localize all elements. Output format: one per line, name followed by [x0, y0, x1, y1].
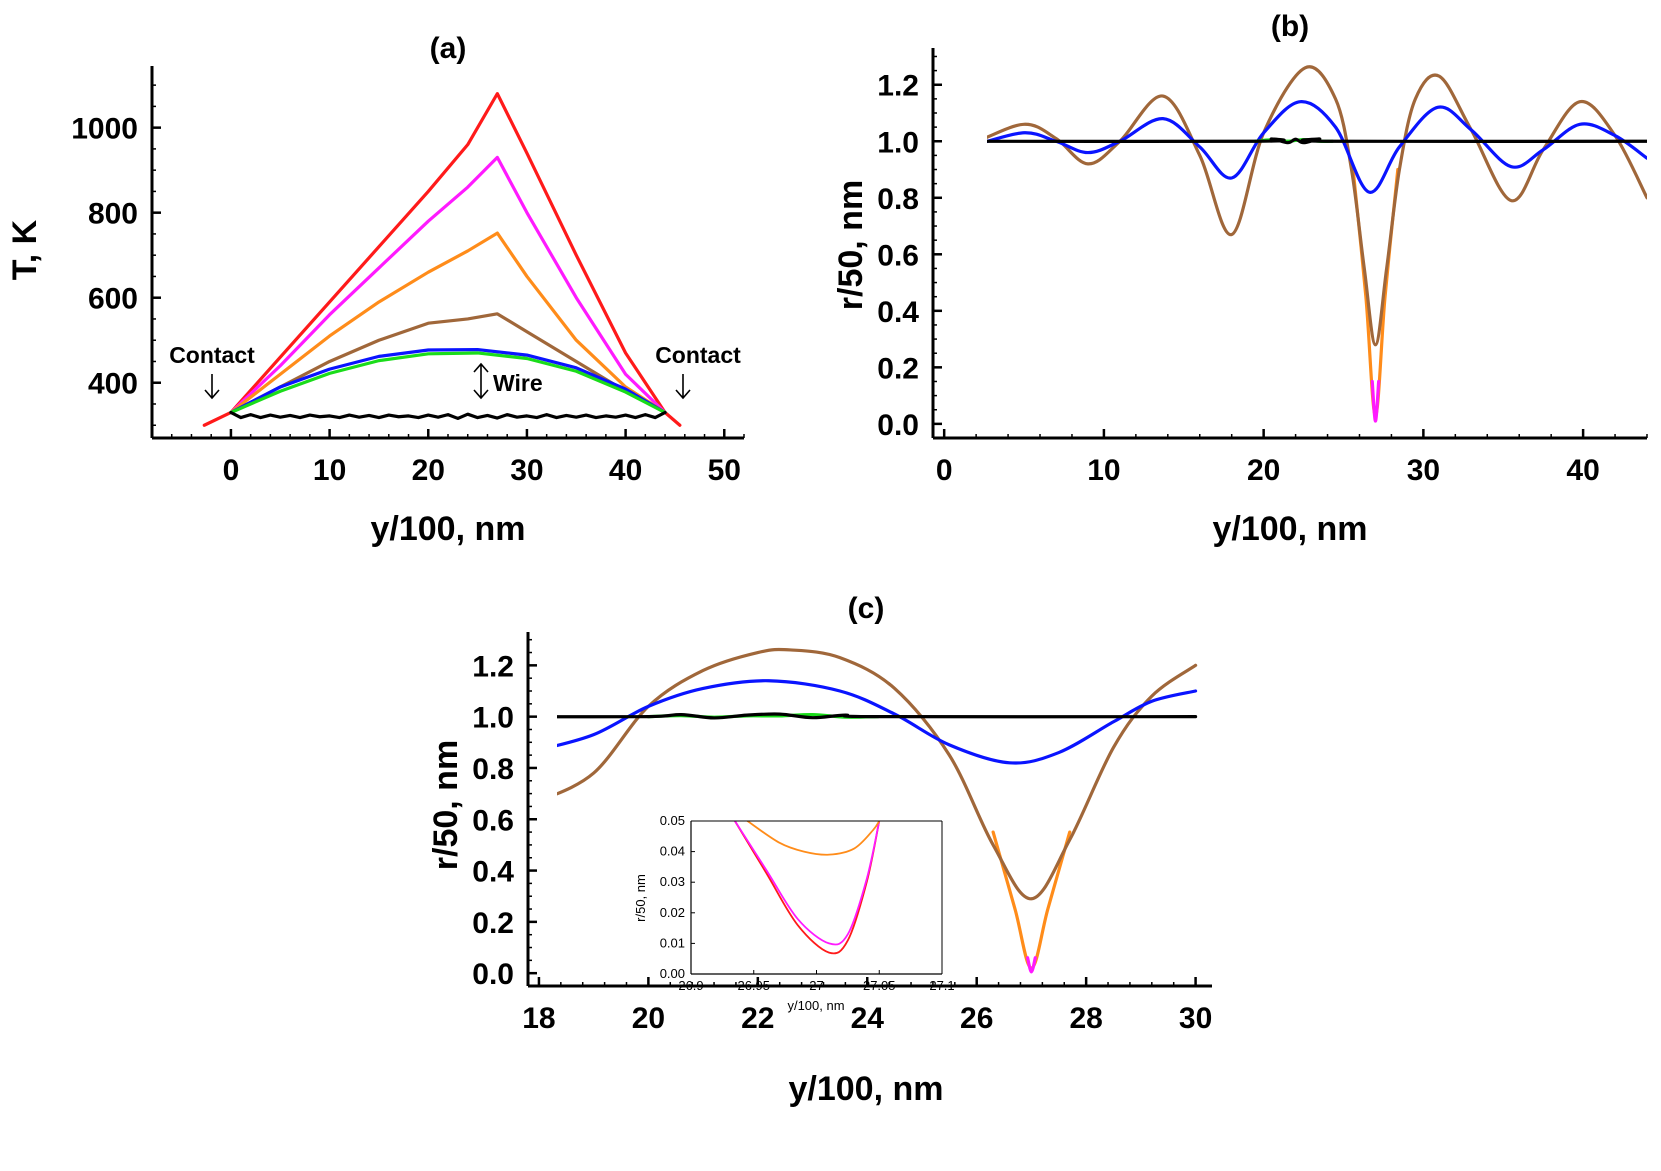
inset-y-tick-label: 0.01 [660, 935, 685, 950]
panel-c-series-group [557, 647, 1198, 974]
panel-b-y-tick-label: 0.8 [877, 183, 919, 216]
panel-c-series-blue-line [557, 679, 1198, 765]
panel-a-y-tick-label: 400 [88, 368, 138, 401]
panel-c-y-axis-label: r/50, nm [427, 740, 465, 870]
panel-a-series-green-line [229, 351, 667, 415]
inset-y-axis-label: r/50, nm [633, 874, 648, 922]
panel-b-x-tick-label: 0 [936, 454, 953, 487]
panel-a-x-axis-label: y/100, nm [371, 510, 526, 548]
inset-y-tick-label: 0.04 [660, 844, 685, 859]
inset-x-axis-label: y/100, nm [787, 998, 844, 1013]
panel-c-chart: (c) 18 20 22 24 26 28 30 0.0 0.2 0.4 0.6 0.8 1.0 1.2 y/… [427, 592, 1212, 1108]
panel-c-y-tick-label: 0.0 [472, 958, 514, 991]
panel-c-y-tick-label: 0.6 [472, 804, 514, 837]
panel-c-title: (c) [848, 592, 885, 625]
panel-b-y-tick-label: 0.2 [877, 352, 919, 385]
panel-b-y-tick-label: 0.6 [877, 239, 919, 272]
inset-x-tick-label: 26.9 [678, 978, 703, 993]
panel-b-x-axis-label: y/100, nm [1213, 510, 1368, 548]
inset-series-orange-line [746, 821, 881, 856]
panel-a-x-tick-label: 10 [313, 454, 346, 487]
panel-b-x-tick-label: 40 [1566, 454, 1599, 487]
panel-b-chart: (b) 0 10 20 30 40 0.0 0.2 0.4 0.6 0.8 1.0 1.2 y/100, … [832, 10, 1648, 548]
panel-c-series-magenta-line [1025, 956, 1037, 974]
panel-b-series-orange-line [1351, 167, 1400, 417]
panel-a-x-tick-label: 50 [708, 454, 741, 487]
panel-c-x-tick-label: 18 [522, 1002, 555, 1035]
panel-c-y-tick-label: 0.8 [472, 753, 514, 786]
contact-right-label: Contact [655, 342, 741, 368]
inset-series-group [734, 821, 881, 955]
panel-b-x-tick-label: 10 [1087, 454, 1120, 487]
panel-a-series-magenta-line [229, 155, 667, 415]
panel-a-x-tick-label: 0 [223, 454, 240, 487]
panel-a-chart: (a) 0 10 20 30 40 50 400 600 800 1000 y/100, nm T, K… [6, 32, 745, 548]
panel-a-series-blue-line [229, 347, 667, 415]
panel-b-title: (b) [1271, 10, 1309, 43]
panel-c-x-tick-label: 20 [632, 1002, 665, 1035]
panel-c-x-tick-label: 22 [741, 1002, 774, 1035]
panel-b-y-tick-label: 1.0 [877, 126, 919, 159]
panel-c-x-tick-label: 26 [960, 1002, 993, 1035]
panel-b-y-axis-label: r/50, nm [832, 180, 870, 310]
contact-right-arrow-icon [675, 374, 691, 400]
contact-left-label: Contact [169, 342, 255, 368]
panel-b-y-tick-label: 1.2 [877, 70, 919, 103]
panel-c-x-tick-label: 30 [1179, 1002, 1212, 1035]
wire-label: Wire [493, 370, 543, 396]
inset-y-tick-label: 0.00 [660, 966, 685, 981]
panel-a-series-black-line [229, 410, 667, 421]
panel-c-y-tick-label: 0.4 [472, 856, 514, 889]
panel-b-y-tick-label: 0.4 [877, 296, 919, 329]
contact-left-arrow-icon [204, 374, 220, 400]
panel-a-y-tick-label: 1000 [71, 113, 138, 146]
panel-a-x-tick-label: 40 [609, 454, 642, 487]
panel-c-inset-chart: 26.9 26.95 27 27.05 27.1 0.00 0.01 0.02 0.03 0.04… [633, 813, 955, 1013]
panel-a-y-tick-label: 600 [88, 283, 138, 316]
panel-b-y-tick-label: 0.0 [877, 409, 919, 442]
inset-y-tick-label: 0.05 [660, 813, 685, 828]
panel-b-series-group [987, 65, 1647, 423]
inset-y-tick-label: 0.03 [660, 874, 685, 889]
inset-x-tick-label: 26.95 [737, 978, 770, 993]
panel-c-series-brown-line [557, 647, 1198, 901]
panel-a-y-axis-label: T, K [6, 219, 44, 280]
inset-x-tick-label: 27 [809, 978, 823, 993]
panel-a-series-brown-line [229, 312, 667, 415]
panel-b-x-tick-label: 30 [1407, 454, 1440, 487]
panel-c-y-tick-label: 1.0 [472, 702, 514, 735]
panel-a-series-orange-line [229, 231, 667, 415]
panel-c-x-tick-label: 28 [1069, 1002, 1102, 1035]
inset-y-tick-label: 0.02 [660, 905, 685, 920]
panel-a-series-group [202, 92, 682, 427]
panel-a-x-tick-label: 30 [510, 454, 543, 487]
panel-b-series-blue-line [987, 100, 1647, 194]
panel-c-x-tick-label: 24 [851, 1002, 885, 1035]
inset-background [691, 821, 942, 974]
panel-b-x-tick-label: 20 [1247, 454, 1280, 487]
panel-c-y-tick-label: 0.2 [472, 907, 514, 940]
panel-a-series-red-line [202, 92, 682, 427]
inset-x-tick-label: 27.1 [929, 978, 954, 993]
wire-double-arrow-icon [473, 362, 489, 400]
inset-x-tick-label: 27.05 [863, 978, 896, 993]
panel-c-y-tick-label: 1.2 [472, 650, 514, 683]
inset-series-magenta-line [734, 821, 881, 946]
panel-b-series-black-line [987, 137, 1647, 145]
panel-b-series-brown-line [987, 65, 1647, 347]
panel-a-y-tick-label: 800 [88, 198, 138, 231]
panel-c-series-black-line [557, 712, 1198, 720]
panel-b-series-magenta-line [1370, 379, 1381, 423]
panel-c-x-axis-label: y/100, nm [789, 1070, 944, 1108]
panel-a-title: (a) [430, 32, 467, 65]
panel-a-x-tick-label: 20 [412, 454, 445, 487]
